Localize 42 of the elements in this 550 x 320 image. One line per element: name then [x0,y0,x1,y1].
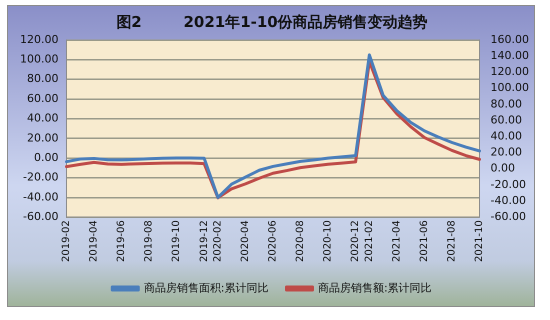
y2-tick-label: -20.00 [490,178,526,191]
y2-tick-label: 80.00 [490,97,522,110]
x-tick-label: 2019-10 [171,220,182,262]
y2-tick-label: 20.00 [490,146,522,159]
legend-label: 商品房销售面积:累计同比 [144,281,269,294]
y2-tick-label: 100.00 [490,81,530,94]
y-tick-label: 20.00 [26,131,58,144]
x-tick-label: 2020-10 [322,220,334,262]
y2-tick-label: 60.00 [490,113,522,126]
y2-tick-label: 160.00 [490,32,530,46]
chart-title: 图2 2021年1-10份商品房销售变动趋势 [116,12,428,31]
y-tick-label: 80.00 [26,72,58,86]
legend-label: 商品房销售额:累计同比 [318,281,432,294]
x-tick-label: 2020-04 [240,220,252,262]
x-tick-label: 2021-02 [364,220,375,262]
y2-tick-label: 120.00 [490,65,530,78]
y-tick-label: -40.00 [23,190,58,204]
x-tick-label: 2019-02 [61,220,72,262]
y-tick-label: -20.00 [23,170,58,184]
y2-tick-label: -40.00 [490,194,526,207]
y2-tick-label: -60.00 [490,210,526,224]
x-tick-label: 2020-08 [295,220,306,262]
x-tick-label: 2020-02 [212,220,224,262]
y-tick-label: 100.00 [20,52,58,66]
y-tick-label: -60.00 [23,210,58,224]
x-tick-label: 2020-06 [268,220,279,262]
x-tick-label: 2020-12 [350,220,362,262]
x-tick-label: 2021-06 [419,220,430,262]
y-tick-label: 60.00 [26,92,58,105]
x-tick-label: 2019-04 [88,220,100,262]
x-tick-label: 2021-08 [446,220,458,262]
y-tick-label: 120.00 [20,32,58,46]
y-tick-label: 0.00 [34,151,58,164]
y2-tick-label: 140.00 [490,48,530,62]
y2-tick-label: 40.00 [490,130,522,143]
x-tick-label: 2019-08 [144,220,155,262]
y-tick-label: 40.00 [26,112,58,125]
x-tick-label: 2021-04 [392,220,402,262]
x-tick-label: 2021-10 [474,220,486,262]
x-tick-label: 2019-12 [198,220,210,262]
y2-tick-label: 0.00 [490,162,516,175]
x-tick-label: 2019-06 [116,220,128,262]
